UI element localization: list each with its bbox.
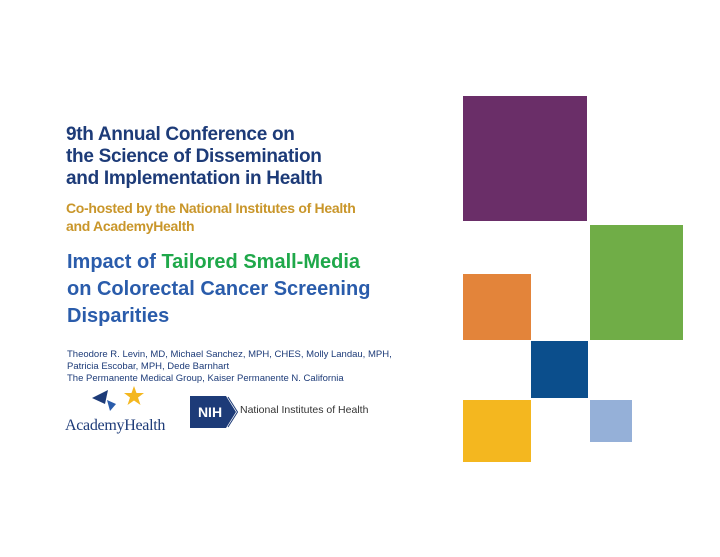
cohost-text: Co-hosted by the National Institutes of …	[66, 199, 356, 235]
academyhealth-logo: AcademyHealth	[64, 384, 174, 436]
decorative-square-purple	[463, 96, 587, 221]
talk-title-line-2: on Colorectal Cancer Screening	[67, 278, 371, 300]
cohost-line: and AcademyHealth	[66, 218, 195, 234]
nih-logo: NIH National Institutes of Health	[190, 396, 390, 428]
academyhealth-wordmark: AcademyHealth	[65, 417, 166, 434]
talk-title: Impact of Tailored Small-Media on Colore…	[67, 249, 370, 330]
talk-title-part: Impact of	[67, 251, 162, 273]
affiliation-line: The Permanente Medical Group, Kaiser Per…	[67, 373, 344, 384]
author-line: Theodore R. Levin, MD, Michael Sanchez, …	[67, 349, 392, 360]
decorative-square-yellow	[463, 400, 531, 462]
nih-mark-text: NIH	[197, 404, 223, 420]
nih-arrow-icon	[190, 396, 238, 428]
author-line: Patricia Escobar, MPH, Dede Barnhart	[67, 361, 230, 372]
talk-title-highlight: Tailored Small-Media	[161, 251, 361, 273]
decorative-square-green	[590, 225, 683, 340]
decorative-square-blue	[531, 341, 588, 398]
authors: Theodore R. Levin, MD, Michael Sanchez, …	[67, 349, 392, 385]
conference-title: 9th Annual Conference on the Science of …	[66, 124, 323, 190]
cohost-line: Co-hosted by the National Institutes of …	[66, 200, 356, 216]
decorative-square-light-blue	[590, 400, 632, 442]
talk-title-line-3: Disparities	[67, 305, 170, 327]
conference-title-line: and Implementation in Health	[66, 168, 323, 189]
talk-title-line-1: Impact of Tailored Small-Media	[67, 249, 370, 276]
academyhealth-star-icon	[92, 386, 144, 411]
nih-name: National Institutes of Health	[240, 404, 369, 416]
conference-title-line: the Science of Dissemination	[66, 146, 322, 167]
decorative-square-orange	[463, 274, 531, 340]
conference-title-line: 9th Annual Conference on	[66, 124, 295, 145]
